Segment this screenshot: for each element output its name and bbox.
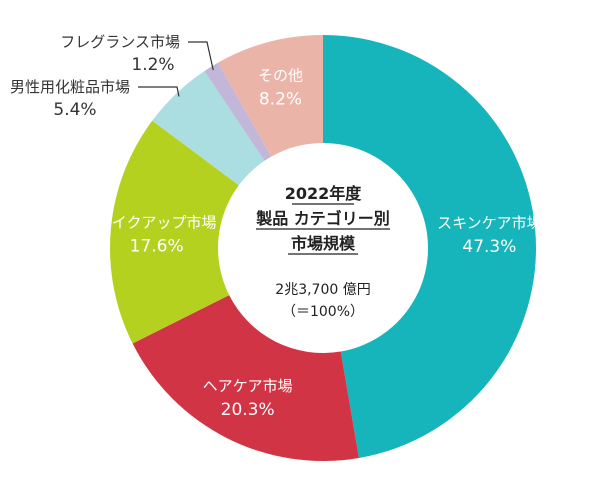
center-total: 2兆3,700 億円 — [275, 282, 370, 298]
slice-value-0: 47.3% — [462, 237, 516, 257]
labels-group: スキンケア市場 47.3% ヘアケア市場 20.3% メイクアップ市場 17.6% 男性用化… — [10, 33, 542, 420]
donut-slice-3 — [152, 71, 265, 186]
center-text: 2022年度 製品 カテゴリー別 市場規模 2兆3,700 億円 （＝100%） — [255, 184, 390, 320]
donut-slice-0 — [323, 35, 537, 458]
slice-value-4: 1.2% — [131, 55, 174, 75]
slice-value-1: 20.3% — [221, 400, 275, 420]
slice-value-5: 8.2% — [259, 90, 302, 110]
slice-label-4: フレグランス市場 — [60, 33, 180, 51]
center-title-line-1: 2022年度 — [285, 184, 363, 203]
slice-label-0: スキンケア市場 — [437, 214, 542, 232]
leader-line-4 — [188, 41, 214, 71]
donut-slice-1 — [132, 295, 359, 461]
slice-label-1: ヘアケア市場 — [203, 377, 293, 395]
slice-label-5: その他 — [258, 67, 303, 85]
leader-line-3 — [138, 86, 180, 97]
slice-value-2: 17.6% — [130, 236, 184, 256]
center-total-note: （＝100%） — [282, 304, 364, 320]
slices-group — [110, 35, 537, 461]
donut-slice-4 — [204, 62, 272, 161]
slice-value-3: 5.4% — [53, 100, 96, 120]
center-title-line-2: 製品 カテゴリー別 — [255, 209, 390, 228]
center-title-line-3: 市場規模 — [291, 234, 356, 253]
donut-slice-2 — [110, 120, 239, 344]
slice-label-2: メイクアップ市場 — [97, 213, 217, 231]
slice-label-3: 男性用化粧品市場 — [10, 78, 130, 96]
donut-slice-5 — [218, 35, 323, 157]
